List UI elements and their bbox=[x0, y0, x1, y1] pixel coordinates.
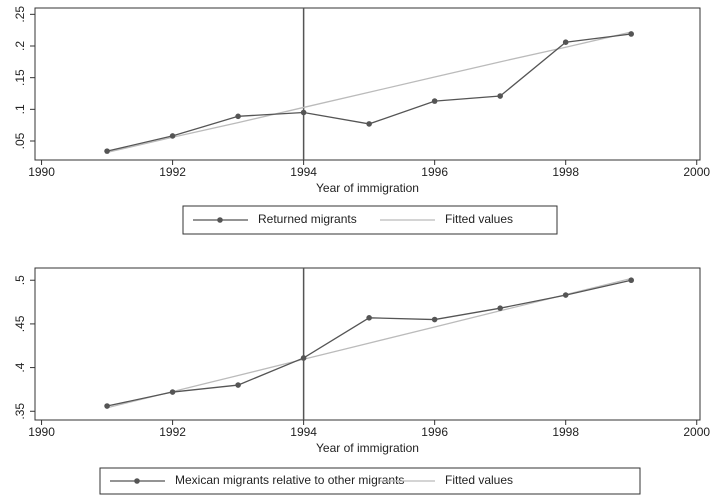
y-tick-label: .5 bbox=[13, 275, 27, 285]
data-point bbox=[497, 305, 503, 311]
x-tick-label: 2000 bbox=[683, 425, 710, 439]
x-tick-label: 1990 bbox=[28, 425, 55, 439]
data-point bbox=[497, 93, 503, 99]
y-tick-label: .25 bbox=[13, 6, 27, 23]
x-tick-label: 2000 bbox=[683, 165, 710, 179]
y-tick-label: .35 bbox=[13, 403, 27, 420]
legend-label: Returned migrants bbox=[258, 212, 357, 226]
plot-frame bbox=[34, 267, 701, 421]
data-point bbox=[104, 403, 110, 409]
legend-label: Fitted values bbox=[445, 212, 513, 226]
data-point bbox=[169, 389, 176, 395]
legend-marker bbox=[134, 478, 140, 484]
x-tick-label: 1994 bbox=[290, 425, 317, 439]
y-tick-label: .2 bbox=[13, 41, 27, 51]
y-tick-label: .05 bbox=[13, 132, 27, 149]
x-tick-label: 1996 bbox=[421, 425, 448, 439]
x-axis-label: Year of immigration bbox=[316, 181, 419, 195]
legend-label: Mexican migrants relative to other migra… bbox=[175, 473, 404, 487]
data-point bbox=[431, 98, 438, 104]
data-point bbox=[628, 31, 635, 37]
x-tick-label: 1998 bbox=[552, 425, 579, 439]
y-tick-label: .15 bbox=[13, 69, 27, 86]
data-point bbox=[235, 382, 241, 388]
data-point bbox=[366, 314, 372, 321]
legend-label: Fitted values bbox=[445, 473, 513, 487]
data-point bbox=[235, 113, 241, 120]
x-tick-label: 1994 bbox=[290, 165, 317, 179]
plot-frame bbox=[34, 7, 701, 161]
data-point bbox=[562, 292, 569, 298]
x-tick-label: 1996 bbox=[421, 165, 448, 179]
y-tick-label: .1 bbox=[13, 104, 27, 114]
x-axis-label: Year of immigration bbox=[316, 441, 419, 455]
data-point bbox=[431, 316, 438, 323]
data-point bbox=[300, 355, 307, 361]
series-line bbox=[106, 31, 632, 154]
data-point bbox=[169, 133, 176, 139]
x-tick-label: 1992 bbox=[159, 425, 186, 439]
x-tick-label: 1992 bbox=[159, 165, 186, 179]
legend-box bbox=[99, 467, 641, 495]
y-tick-label: .4 bbox=[13, 362, 27, 372]
x-tick-label: 1990 bbox=[28, 165, 55, 179]
data-point bbox=[104, 148, 110, 154]
data-point bbox=[562, 39, 569, 45]
legend-marker bbox=[217, 217, 223, 223]
y-tick-label: .45 bbox=[13, 315, 27, 332]
data-point bbox=[366, 121, 372, 127]
x-tick-label: 1998 bbox=[552, 165, 579, 179]
data-point bbox=[300, 109, 307, 116]
data-point bbox=[628, 277, 635, 284]
